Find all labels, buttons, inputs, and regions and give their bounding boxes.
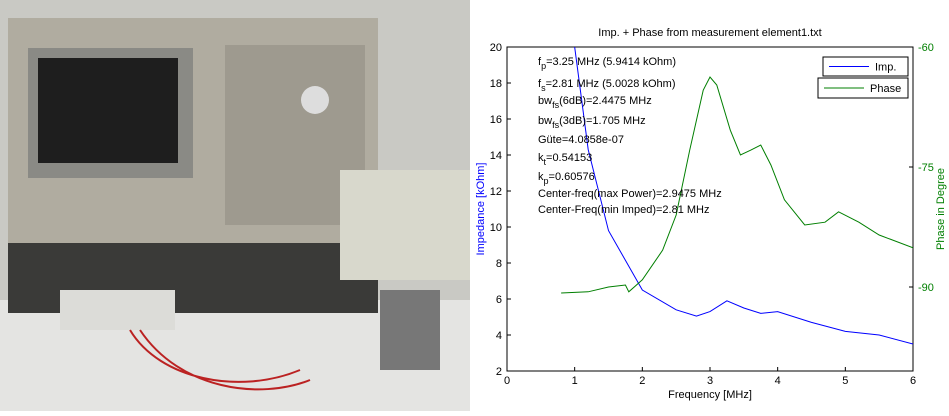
annotation-after: (6dB)=2.4475 MHz <box>559 95 652 107</box>
annotation-after: =2.81 MHz (5.0028 kOhm) <box>546 78 676 90</box>
series-line <box>561 76 913 294</box>
y-tick-label: 16 <box>490 114 502 126</box>
x-axis-label: Frequency [MHz] <box>668 389 752 401</box>
annotation-sub: t <box>544 157 547 167</box>
annotation-sub: fs <box>552 100 560 110</box>
screen <box>38 58 178 163</box>
y2-axis-label: Phase in Degree <box>935 168 947 250</box>
annotation-text: bw <box>538 95 552 107</box>
annotation: kp=0.60576 <box>538 171 595 186</box>
annotation: kt=0.54153 <box>538 152 592 167</box>
fixture <box>60 290 175 330</box>
y-tick-label: 2 <box>496 366 502 378</box>
annotation: Güte=4.0858e-07 <box>538 134 624 146</box>
photo <box>0 0 470 411</box>
plot-area <box>506 46 914 372</box>
annotation-text: Center-Freq(min Imped)=2.81 MHz <box>538 204 709 216</box>
annotation-after: =0.60576 <box>549 171 595 183</box>
y-axis-label: Impedance [kOhm] <box>475 163 487 256</box>
y-tick-label: 12 <box>490 186 502 198</box>
y2-tick-label: -60 <box>918 42 934 54</box>
annotation: bwfs(6dB)=2.4475 MHz <box>538 95 652 110</box>
annotation-after: (3dB)=1.705 MHz <box>559 115 646 127</box>
y-tick-label: 20 <box>490 42 502 54</box>
y2-tick-label: -75 <box>918 162 934 174</box>
legend-label: Imp. <box>875 62 896 74</box>
x-tick-label: 1 <box>572 375 578 387</box>
annotation: bwfs(3dB)=1.705 MHz <box>538 115 646 130</box>
x-tick-label: 2 <box>639 375 645 387</box>
annotation-text: Güte=4.0858e-07 <box>538 134 624 146</box>
annotation-text: k <box>538 152 544 164</box>
series-line <box>574 47 913 345</box>
annotation-text: f <box>538 56 542 68</box>
x-tick-label: 6 <box>910 375 916 387</box>
annotation: Center-freq(max Power)=2.9475 MHz <box>538 188 722 200</box>
annotation: fs=2.81 MHz (5.0028 kOhm) <box>538 78 675 93</box>
y-tick-label: 6 <box>496 294 502 306</box>
y2-tick-label: -90 <box>918 282 934 294</box>
annotation-text: bw <box>538 115 552 127</box>
annotation-text: f <box>538 78 542 90</box>
y-tick-label: 8 <box>496 258 502 270</box>
y-tick-label: 14 <box>490 150 502 162</box>
annotation-after: =3.25 MHz (5.9414 kOhm) <box>546 56 676 68</box>
legend-label: Phase <box>870 83 901 95</box>
chart-title: Imp. + Phase from measurement element1.t… <box>598 27 821 39</box>
keyboard <box>340 170 470 280</box>
knob <box>301 86 329 114</box>
y-tick-label: 18 <box>490 78 502 90</box>
annotation-sub: fs <box>552 120 560 130</box>
x-tick-label: 3 <box>707 375 713 387</box>
x-tick-label: 4 <box>775 375 781 387</box>
annotation-text: Center-freq(max Power)=2.9475 MHz <box>538 188 722 200</box>
annotation: Center-Freq(min Imped)=2.81 MHz <box>538 204 709 216</box>
annotation: fp=3.25 MHz (5.9414 kOhm) <box>538 56 676 71</box>
vise <box>380 290 440 370</box>
annotation-sub: p <box>544 176 549 186</box>
y-tick-label: 10 <box>490 222 502 234</box>
x-tick-label: 0 <box>504 375 510 387</box>
cables <box>129 329 311 391</box>
annotation-after: =0.54153 <box>546 152 592 164</box>
annotation-sub: p <box>541 61 546 71</box>
annotation-sub: s <box>541 83 546 93</box>
annotation-text: k <box>538 171 544 183</box>
x-tick-label: 5 <box>842 375 848 387</box>
y-tick-label: 4 <box>496 330 502 342</box>
